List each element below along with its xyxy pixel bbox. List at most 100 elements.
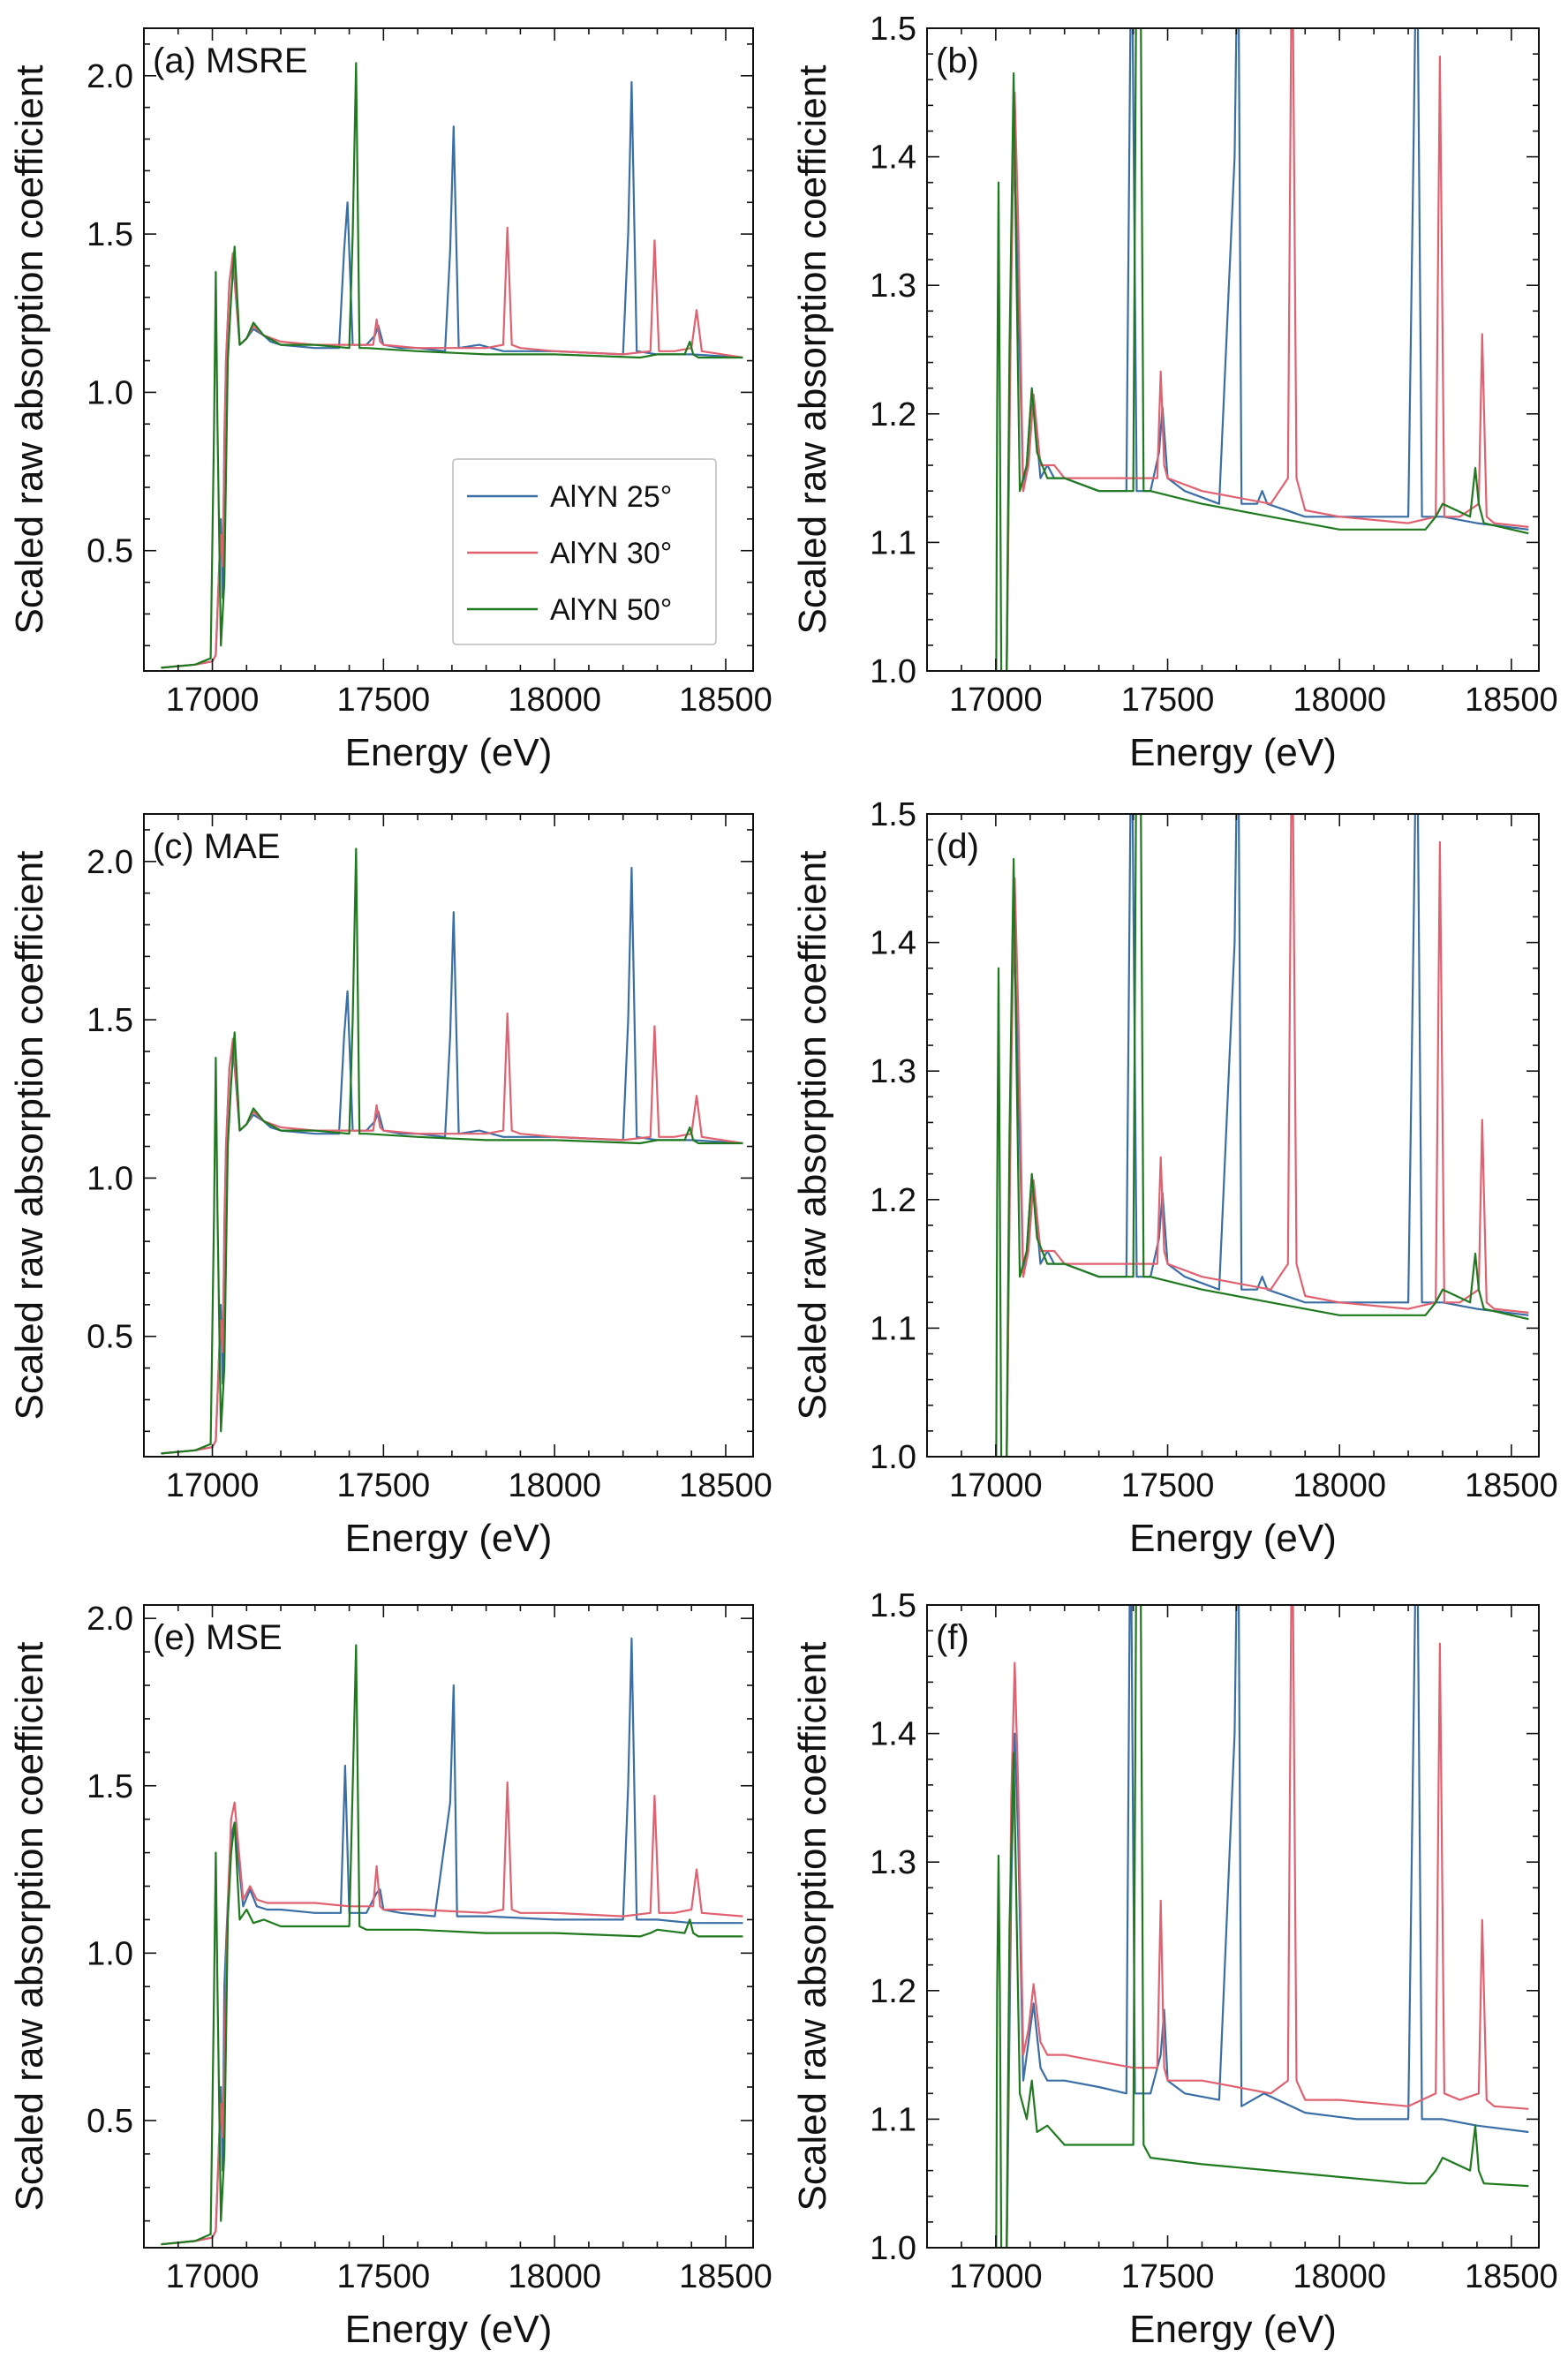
x-tick-label: 18500 (1465, 1467, 1558, 1504)
series-line-1 (161, 1637, 743, 2246)
x-axis-label: Energy (eV) (345, 731, 553, 774)
series-line-3 (995, 1605, 1529, 2248)
series-line-3 (161, 1644, 743, 2246)
y-tick-label: 1.5 (87, 1002, 133, 1039)
x-tick-label: 17000 (949, 2258, 1043, 2295)
x-tick-label: 18000 (1293, 682, 1386, 719)
x-tick-label: 17000 (166, 1467, 260, 1504)
chart-panel-6: 17000 17500 18000 18500 1.0 1.1 1.2 1.3 1.4 1.5 (f… (791, 1587, 1558, 2351)
y-tick-label: 2.0 (87, 844, 133, 881)
series-line-2 (161, 226, 743, 669)
y-tick-label: 1.5 (870, 1587, 916, 1624)
series-line-1 (1006, 1605, 1529, 2248)
y-tick-label: 2.0 (87, 1601, 133, 1638)
y-axis-label: Scaled raw absorption coefficient (791, 65, 834, 635)
x-tick-label: 17500 (337, 2258, 431, 2295)
plot-frame (143, 1604, 754, 2249)
panel-label: (a) MSRE (153, 41, 308, 80)
series-line-1 (161, 866, 743, 1455)
legend: AlYN 25° AlYN 30° AlYN 50° (452, 458, 717, 645)
legend-entry: AlYN 30° (550, 537, 672, 570)
plot-frame (143, 27, 754, 672)
y-axis-label: Scaled raw absorption coefficient (8, 851, 51, 1420)
y-tick-label: 1.2 (870, 1973, 916, 2010)
x-axis-label: Energy (eV) (1129, 2308, 1337, 2351)
series-line-3 (161, 848, 743, 1455)
panel-label: (e) MSE (153, 1618, 283, 1657)
x-axis-label: Energy (eV) (1129, 1517, 1337, 1560)
y-axis-label: Scaled raw absorption coefficient (8, 65, 51, 635)
series-line-2 (1006, 814, 1529, 1457)
y-tick-label: 1.0 (870, 653, 916, 690)
plot-frame (926, 27, 1540, 672)
y-tick-label: 1.3 (870, 1844, 916, 1881)
y-tick-label: 1.5 (870, 11, 916, 48)
y-tick-label: 0.5 (87, 2103, 133, 2140)
panel-label: (c) MAE (153, 827, 280, 866)
plot-frame (926, 813, 1540, 1458)
x-tick-label: 18500 (679, 2258, 773, 2295)
chart-panel-4: 17000 17500 18000 18500 1.0 1.1 1.2 1.3 1.4 1.5 (d… (791, 796, 1558, 1560)
x-tick-label: 18000 (1293, 2258, 1386, 2295)
y-tick-label: 1.2 (870, 1182, 916, 1219)
panel-label: (f) (936, 1618, 969, 1657)
y-tick-label: 1.4 (870, 1716, 916, 1753)
series-line-2 (161, 1012, 743, 1455)
series-line-1 (1006, 814, 1529, 1457)
y-tick-label: 0.5 (87, 1319, 133, 1356)
y-tick-label: 0.5 (87, 533, 133, 570)
chart-panel-5: 17000 17500 18000 18500 0.5 1.0 1.5 2.0 (e) MSE E… (8, 1601, 773, 2351)
x-tick-label: 18000 (508, 682, 601, 719)
x-axis-label: Energy (eV) (1129, 731, 1337, 774)
chart-panel-3: 17000 17500 18000 18500 0.5 1.0 1.5 2.0 (c) MAE E… (8, 813, 773, 1560)
y-tick-label: 1.0 (870, 1439, 916, 1476)
y-tick-label: 1.5 (87, 1768, 133, 1805)
x-tick-label: 18500 (1465, 2258, 1558, 2295)
x-axis-label: Energy (eV) (345, 1517, 553, 1560)
panel-label: (d) (936, 827, 979, 866)
x-tick-label: 18000 (508, 1467, 601, 1504)
y-tick-label: 1.5 (87, 216, 133, 253)
y-tick-label: 1.5 (870, 796, 916, 833)
series-line-2 (1006, 28, 1529, 671)
series-line-3 (995, 28, 1529, 671)
y-tick-label: 1.0 (87, 1935, 133, 1972)
x-tick-label: 18500 (1465, 682, 1558, 719)
chart-panel-1: 17000 17500 18000 18500 0.5 1.0 1.5 2.0 (a) MSRE… (8, 27, 773, 774)
y-tick-label: 1.4 (870, 139, 916, 177)
y-tick-label: 1.2 (870, 396, 916, 433)
y-tick-label: 1.3 (870, 1053, 916, 1090)
series-line-2 (161, 1781, 743, 2246)
x-tick-label: 17500 (1121, 1467, 1215, 1504)
y-tick-label: 1.3 (870, 267, 916, 305)
y-axis-label: Scaled raw absorption coefficient (791, 851, 834, 1420)
y-tick-label: 2.0 (87, 58, 133, 95)
y-tick-label: 1.1 (870, 524, 916, 561)
y-axis-label: Scaled raw absorption coefficient (8, 1642, 51, 2212)
y-tick-label: 1.0 (870, 2230, 916, 2267)
x-tick-label: 18500 (679, 682, 773, 719)
x-tick-label: 17000 (166, 682, 260, 719)
x-tick-label: 17000 (166, 2258, 260, 2295)
y-tick-label: 1.1 (870, 1310, 916, 1347)
y-tick-label: 1.0 (87, 374, 133, 411)
panel-label: (b) (936, 41, 979, 80)
plot-frame (143, 813, 754, 1458)
legend-box (452, 458, 717, 645)
series-line-1 (1006, 28, 1529, 671)
x-tick-label: 17000 (949, 1467, 1043, 1504)
series-line-2 (1006, 1605, 1529, 2248)
x-tick-label: 17500 (1121, 682, 1215, 719)
series-line-3 (161, 62, 743, 669)
y-tick-label: 1.4 (870, 925, 916, 962)
y-tick-label: 1.1 (870, 2101, 916, 2138)
legend-entry: AlYN 50° (550, 593, 672, 627)
x-tick-label: 18000 (508, 2258, 601, 2295)
x-axis-label: Energy (eV) (345, 2308, 553, 2351)
x-tick-label: 17500 (337, 1467, 431, 1504)
chart-panel-2: 17000 17500 18000 18500 1.0 1.1 1.2 1.3 1.4 1.5 (b… (791, 11, 1558, 774)
x-tick-label: 18000 (1293, 1467, 1386, 1504)
x-tick-label: 17500 (337, 682, 431, 719)
plot-frame (926, 1604, 1540, 2249)
